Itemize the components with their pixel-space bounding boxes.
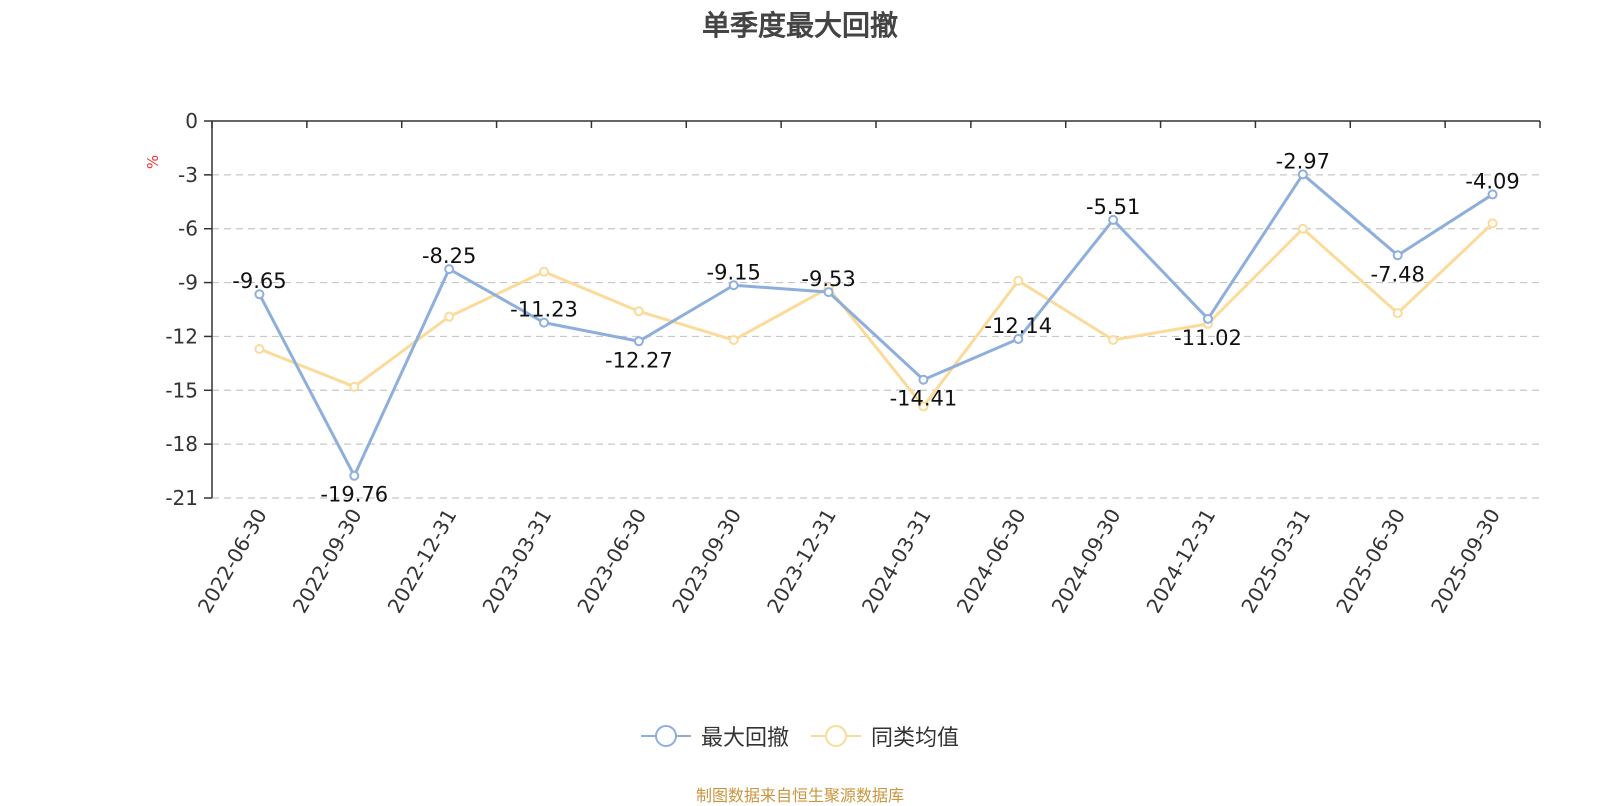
x-tick-label: 2025-03-31 [1236, 505, 1315, 618]
peer-average-point [1108, 335, 1119, 346]
y-tick-label: -3 [178, 163, 198, 187]
drawdown-line [258, 172, 1494, 478]
x-tick-label: 2023-03-31 [477, 505, 556, 618]
data-label: -2.97 [1276, 149, 1330, 173]
y-tick-label: -18 [165, 432, 198, 456]
legend-line-circle-icon [640, 725, 691, 747]
x-tick-label: 2022-09-30 [288, 505, 367, 618]
peer-average-point [539, 266, 549, 277]
drawdown-point [1203, 313, 1213, 324]
x-tick-label: 2024-12-31 [1141, 505, 1220, 618]
legend: 最大回撤 同类均值 [0, 720, 1600, 752]
peer-average-point [728, 335, 739, 346]
peer-average-point [1392, 308, 1403, 319]
y-tick-label: -9 [178, 271, 198, 295]
x-tick-label: 2023-12-31 [762, 505, 841, 618]
legend-item-drawdown[interactable]: 最大回撤 [640, 720, 789, 752]
y-tick-label: -21 [165, 486, 198, 510]
data-label: -9.53 [801, 267, 855, 291]
x-tick-label: 2023-06-30 [572, 505, 651, 618]
drawdown-point [539, 317, 549, 328]
drawdown-point [444, 264, 455, 275]
drawdown-point [254, 289, 265, 300]
y-tick-label: -12 [165, 324, 198, 348]
drawdown-point [823, 287, 834, 298]
chart-title: 单季度最大回撤 [701, 9, 898, 42]
data-label: -9.65 [232, 269, 286, 293]
data-label: -9.15 [707, 260, 761, 284]
legend-line-circle-icon [811, 725, 861, 747]
data-label: -12.27 [605, 348, 673, 372]
peer-average-point [444, 311, 455, 322]
x-tick-label: 2025-09-30 [1426, 505, 1505, 618]
peer-average-point [349, 381, 360, 392]
legend-label-peer-average: 同类均值 [871, 726, 960, 751]
x-tick-label: 2024-03-31 [857, 505, 936, 618]
drawdown-point [918, 374, 929, 385]
legend-item-peer-average[interactable]: 同类均值 [811, 720, 959, 752]
x-tick-label: 2025-06-30 [1331, 505, 1410, 618]
data-label: -4.09 [1465, 169, 1519, 193]
drawdown-point [1013, 333, 1024, 344]
data-label: -11.02 [1174, 326, 1242, 350]
data-label: -14.41 [890, 387, 958, 411]
data-label: -7.48 [1371, 262, 1425, 286]
drawdown-point [1108, 214, 1119, 225]
x-tick-label: 2023-09-30 [667, 505, 746, 618]
y-tick-label: -15 [165, 378, 198, 402]
y-tick-label: 0 [185, 109, 198, 133]
x-tick-label: 2022-12-31 [383, 504, 462, 617]
drawdown-point [728, 280, 739, 291]
drawdown-point [1392, 250, 1403, 261]
legend-label-drawdown: 最大回撤 [700, 726, 789, 751]
x-tick-label: 2024-06-30 [952, 505, 1031, 618]
x-tick-label: 2024-09-30 [1047, 505, 1126, 618]
peer-average-point [254, 343, 265, 354]
data-label: -5.51 [1086, 195, 1140, 219]
peer-average-line [258, 222, 1494, 408]
peer-average-point [1487, 218, 1498, 229]
data-label: -11.23 [510, 298, 578, 322]
peer-average-point [1297, 223, 1308, 234]
y-tick-label: -6 [178, 217, 198, 241]
peer-average-point [1013, 275, 1024, 286]
source-note: 制图数据来自恒生聚源数据库 [695, 786, 904, 805]
drawdown-point [349, 470, 360, 481]
data-label: -12.14 [984, 314, 1052, 338]
data-label: -19.76 [320, 483, 388, 507]
x-tick-label: 2022-06-30 [193, 505, 272, 618]
data-label: -8.25 [422, 244, 476, 268]
drawdown-point [1487, 189, 1498, 200]
peer-average-point [633, 306, 644, 317]
drawdown-point [633, 336, 644, 347]
peer-average-point [918, 401, 929, 412]
y-axis-label: % [144, 155, 162, 169]
drawdown-point [1297, 169, 1308, 180]
